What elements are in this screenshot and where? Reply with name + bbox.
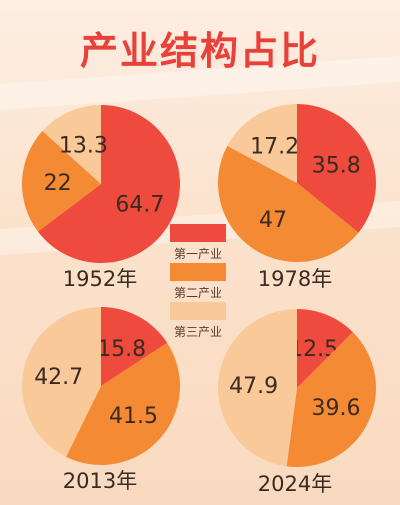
data-label-2013-primary: 15.8 <box>97 337 146 362</box>
data-label-2013-tertiary: 42.7 <box>34 365 83 390</box>
pie-slice-2024-secondary <box>286 332 376 467</box>
legend-label-primary: 第一产业 <box>173 247 222 261</box>
year-label-1952: 1952年 <box>62 267 138 291</box>
data-label-1952-tertiary: 13.3 <box>59 133 108 158</box>
legend-swatch-primary <box>170 224 226 242</box>
pie-slice-2013-secondary <box>66 342 181 465</box>
pie-slice-2013-tertiary <box>21 307 101 457</box>
year-label-1978: 1978年 <box>257 267 333 291</box>
pie-slice-1978-tertiary <box>227 104 297 183</box>
data-label-1978-primary: 35.8 <box>312 153 361 178</box>
pie-slice-1978-secondary <box>218 145 359 263</box>
data-label-2013-secondary: 41.5 <box>109 404 158 429</box>
pie-slice-2013-primary <box>101 307 168 386</box>
legend-swatch-secondary <box>170 263 226 281</box>
pie-slice-1952-tertiary <box>42 105 101 184</box>
legend-label-tertiary: 第三产业 <box>173 325 222 339</box>
legend-swatch-tertiary <box>170 302 226 320</box>
data-label-1952-secondary: 22 <box>44 171 72 196</box>
pie-slice-2024-primary <box>297 309 353 388</box>
chart-title: 产业结构占比 <box>79 29 320 73</box>
data-label-1978-secondary: 47 <box>259 208 287 233</box>
data-label-1978-tertiary: 17.2 <box>250 135 299 160</box>
year-label-2013: 2013年 <box>62 469 138 493</box>
data-label-2024-tertiary: 47.9 <box>229 374 278 399</box>
pie-slice-2024-tertiary <box>218 309 297 467</box>
pie-slice-1952-primary <box>37 105 180 263</box>
data-label-2024-secondary: 39.6 <box>311 396 360 421</box>
data-label-1952-primary: 64.7 <box>115 192 164 217</box>
legend-label-secondary: 第二产业 <box>173 286 222 300</box>
pie-slice-1978-primary <box>297 104 376 233</box>
pie-slice-1952-secondary <box>22 131 101 232</box>
year-label-2024: 2024年 <box>257 472 333 496</box>
